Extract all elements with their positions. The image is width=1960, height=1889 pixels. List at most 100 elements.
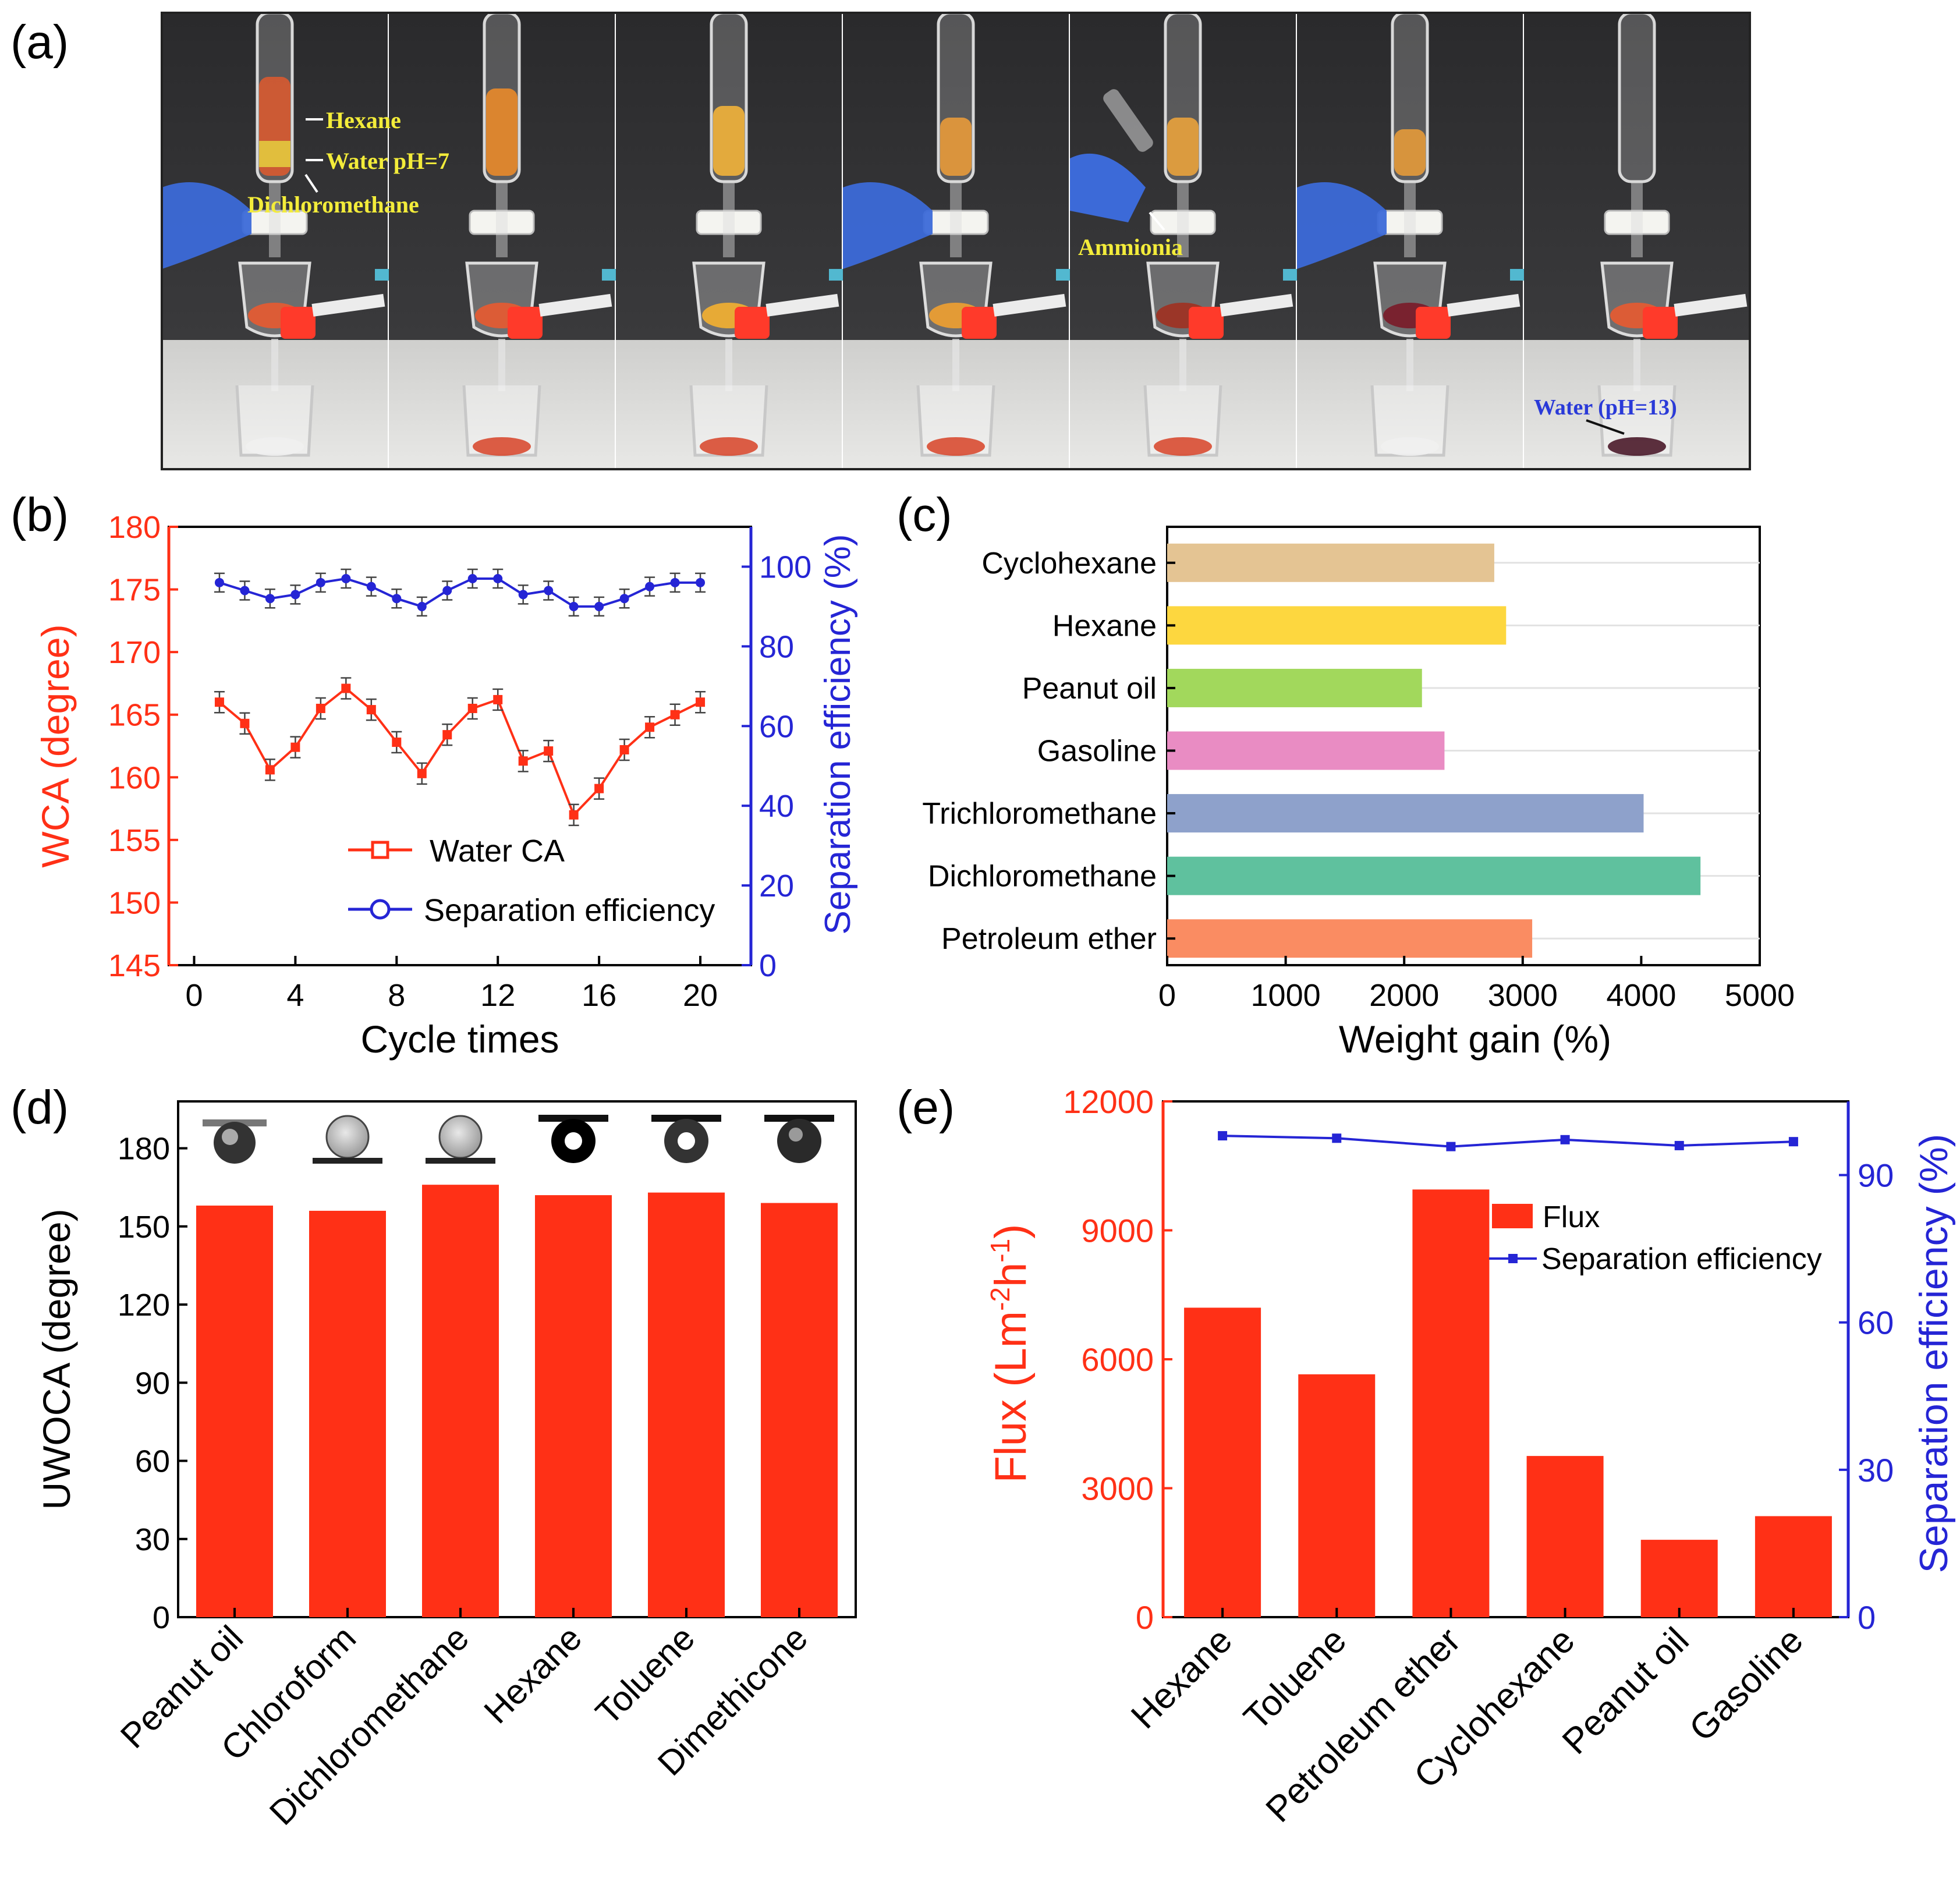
droplet-highlight bbox=[678, 1132, 695, 1150]
clamp-arm bbox=[311, 293, 385, 317]
funnel-stem bbox=[952, 339, 959, 391]
photo-wall bbox=[616, 13, 842, 340]
droplet-inset-icon bbox=[426, 1115, 495, 1164]
label-water-ph7: Water pH=7 bbox=[326, 148, 449, 174]
photo-wall bbox=[389, 13, 615, 340]
y-axis-label-mid: h bbox=[986, 1263, 1036, 1287]
droplet bbox=[777, 1119, 821, 1163]
bar-flux-hexane bbox=[1184, 1307, 1261, 1617]
stopcock bbox=[469, 210, 535, 235]
category-label: Dichloromethane bbox=[928, 860, 1157, 894]
bar-hexane bbox=[535, 1195, 612, 1617]
y-tick-label: 145 bbox=[108, 948, 161, 983]
bar-hexane bbox=[1167, 606, 1507, 645]
clamp-arm bbox=[1674, 293, 1748, 317]
plot-frame bbox=[1162, 1100, 1849, 1618]
x-tick-label: 0 bbox=[185, 978, 203, 1013]
photo-border bbox=[161, 12, 1751, 470]
photo-wall bbox=[1524, 13, 1750, 340]
category-label: Toluene bbox=[588, 1618, 702, 1732]
bar-peanut-oil bbox=[196, 1205, 273, 1617]
beaker-liquid bbox=[1608, 437, 1666, 456]
funnel-stem bbox=[498, 339, 505, 391]
beaker-liquid bbox=[246, 437, 304, 456]
point-water-ca bbox=[366, 705, 376, 715]
point-separation-efficiency bbox=[1674, 1140, 1684, 1150]
tube-liquid bbox=[486, 88, 518, 176]
y2-tick-label: 90 bbox=[1858, 1157, 1894, 1194]
y-axis-label: UWOCA (degree) bbox=[35, 1208, 78, 1509]
point-separation-efficiency bbox=[214, 577, 224, 587]
stopcock bbox=[1150, 210, 1216, 235]
substrate bbox=[651, 1115, 721, 1122]
y-axis-label-end: ) bbox=[986, 1224, 1036, 1239]
bar-dimethicone bbox=[761, 1203, 838, 1617]
legend-marker-water-ca bbox=[371, 841, 389, 859]
y2-tick-label: 20 bbox=[759, 869, 794, 903]
y-tick-label: 175 bbox=[108, 573, 161, 608]
point-separation-efficiency bbox=[645, 582, 655, 591]
category-label: Gasoline bbox=[1037, 735, 1157, 768]
tube-liquid bbox=[940, 118, 972, 176]
y-tick-label: 120 bbox=[118, 1288, 170, 1323]
y-tick-label: 165 bbox=[108, 698, 161, 733]
category-label: Petroleum ether bbox=[1259, 1620, 1469, 1830]
bar-peanut-oil bbox=[1167, 668, 1422, 707]
label-hexane: Hexane bbox=[326, 107, 401, 133]
chart-e-flux: 0 3000 6000 9000 12000 0 30 60 90 Flux (Lm-2h-1) S… bbox=[985, 1083, 1956, 1830]
y-tick-label: 180 bbox=[108, 510, 161, 545]
stopcock-stem bbox=[1631, 182, 1643, 257]
point-separation-efficiency bbox=[493, 573, 503, 583]
bar-petroleum-ether bbox=[1167, 919, 1533, 958]
droplet-highlight bbox=[222, 1129, 238, 1145]
y2-axis-label: Separation efficiency (%) bbox=[1912, 1134, 1956, 1573]
y2-tick-label: 80 bbox=[759, 629, 794, 664]
droplet-inset-icon bbox=[651, 1115, 721, 1163]
bar-flux-cyclohexane bbox=[1526, 1456, 1604, 1617]
clamp-arm bbox=[993, 293, 1066, 317]
substrate bbox=[313, 1158, 382, 1164]
photo-strip: Hexane Water pH=7 Dichloromethane Ammionia W… bbox=[161, 11, 1751, 470]
label-dichloromethane: Dichloromethane bbox=[247, 192, 419, 218]
funnel-stem bbox=[1179, 339, 1186, 391]
point-water-ca bbox=[493, 694, 503, 704]
point-water-ca bbox=[544, 746, 554, 756]
legend-label-water-ca: Water CA bbox=[430, 834, 565, 869]
y2-tick-label: 60 bbox=[1858, 1305, 1894, 1341]
syringe bbox=[1103, 89, 1153, 152]
point-separation-efficiency bbox=[265, 594, 275, 604]
droplet bbox=[438, 1115, 483, 1159]
red-clamp bbox=[735, 307, 770, 339]
y2-tick-label: 40 bbox=[759, 789, 794, 824]
category-label: Toluene bbox=[1236, 1620, 1354, 1738]
point-separation-efficiency bbox=[696, 577, 706, 587]
tube-liquid bbox=[1167, 118, 1199, 176]
y-tick-label: 160 bbox=[108, 760, 161, 795]
clamp-arm bbox=[538, 293, 612, 317]
series-line-water-ca bbox=[218, 686, 701, 817]
clamp-arm bbox=[1447, 293, 1520, 317]
y-axis-label-main: Flux (Lm bbox=[986, 1311, 1036, 1483]
point-water-ca bbox=[645, 722, 655, 732]
droplet-inset-icon bbox=[203, 1119, 267, 1164]
stopcock-stem bbox=[950, 182, 962, 257]
point-separation-efficiency bbox=[1218, 1131, 1228, 1141]
photo-annotations: Hexane Water pH=7 Dichloromethane Ammionia W… bbox=[247, 107, 1677, 435]
bar-gasoline bbox=[1167, 731, 1445, 770]
bar-trichloromethane bbox=[1167, 794, 1644, 833]
category-label: Hexane bbox=[477, 1618, 590, 1731]
point-separation-efficiency bbox=[670, 577, 680, 587]
glove bbox=[843, 182, 933, 269]
droplet-highlight bbox=[789, 1128, 803, 1142]
photo-frame-5 bbox=[1070, 11, 1296, 469]
point-water-ca bbox=[619, 745, 629, 754]
photo-wall bbox=[162, 13, 388, 340]
x-tick-label: 20 bbox=[683, 978, 718, 1013]
y-tick-label: 6000 bbox=[1081, 1341, 1154, 1378]
legend-label-flux: Flux bbox=[1543, 1200, 1600, 1234]
stopcock-stem bbox=[496, 182, 508, 257]
photo-frame-6 bbox=[1297, 11, 1523, 469]
category-label: Dichloromethane bbox=[262, 1618, 476, 1833]
stopcock-stem bbox=[723, 182, 735, 257]
x-tick-label: 5000 bbox=[1725, 978, 1795, 1013]
